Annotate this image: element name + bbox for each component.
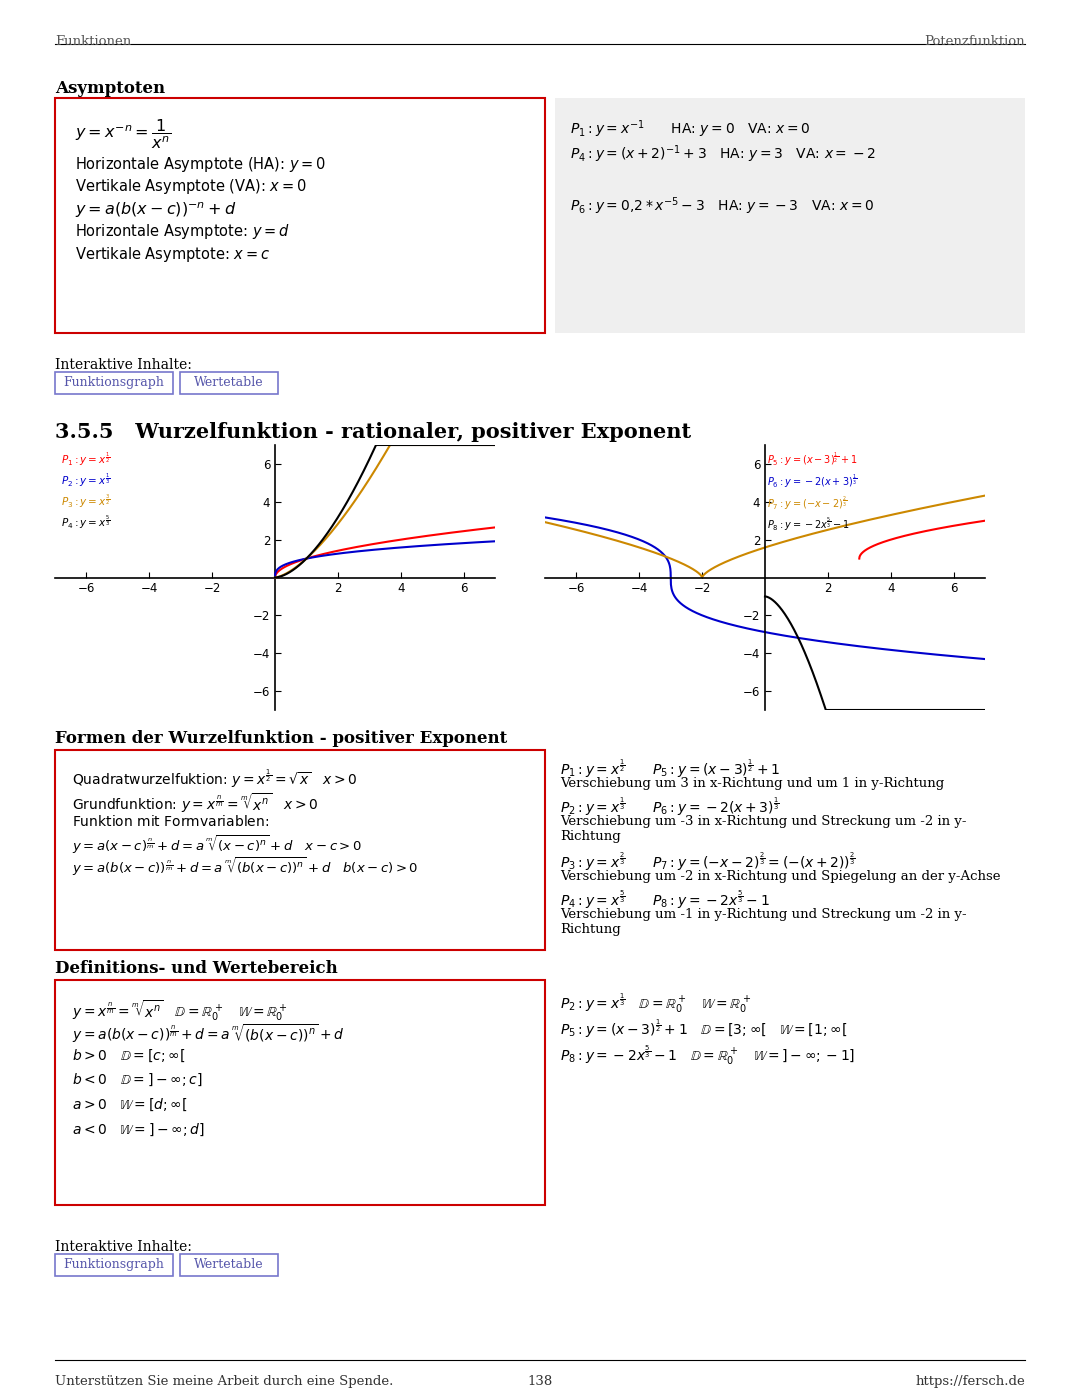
Text: $\text{Quadratwurzelfuktion: } y = x^{\frac{1}{2}} = \sqrt{x} \quad x>0$: $\text{Quadratwurzelfuktion: } y = x^{\f…: [72, 768, 357, 791]
Text: Richtung: Richtung: [561, 830, 621, 842]
Text: Verschiebung um -2 in x-Richtung und Spiegelung an der y-Achse: Verschiebung um -2 in x-Richtung und Spi…: [561, 870, 1000, 883]
Text: Formen der Wurzelfunktion - positiver Exponent: Formen der Wurzelfunktion - positiver Ex…: [55, 731, 508, 747]
Bar: [55, 981, 545, 1206]
Text: Wertetable: Wertetable: [194, 376, 264, 388]
Text: Potenzfunktion: Potenzfunktion: [924, 35, 1025, 47]
Text: $P_5: y=(x-3)^{\frac{1}{2}}+1 \quad \mathbb{D}=[3;\infty[ \quad \mathbb{W}=[1;\i: $P_5: y=(x-3)^{\frac{1}{2}}+1 \quad \mat…: [561, 1018, 848, 1041]
Text: $\text{Funktion mit Formvariablen:}$: $\text{Funktion mit Formvariablen:}$: [72, 814, 269, 828]
Text: $a>0 \quad \mathbb{W}=[d;\infty[$: $a>0 \quad \mathbb{W}=[d;\infty[$: [72, 1097, 188, 1113]
Text: $P_6: y=-2(x+3)^{\frac{1}{3}}$: $P_6: y=-2(x+3)^{\frac{1}{3}}$: [767, 472, 856, 490]
Text: $P_3: y=x^{\frac{3}{2}}$: $P_3: y=x^{\frac{3}{2}}$: [62, 492, 111, 510]
Text: Wertetable: Wertetable: [194, 1259, 264, 1271]
Text: Unterstützen Sie meine Arbeit durch eine Spende.: Unterstützen Sie meine Arbeit durch eine…: [55, 1375, 393, 1389]
Text: $P_1: y=x^{\frac{1}{2}} \qquad P_5: y=(x-3)^{\frac{1}{2}}+1$: $P_1: y=x^{\frac{1}{2}} \qquad P_5: y=(x…: [561, 759, 780, 781]
Text: $y = x^{-n} = \dfrac{1}{x^n}$: $y = x^{-n} = \dfrac{1}{x^n}$: [75, 117, 171, 151]
Text: Verschiebung um 3 in x-Richtung und um 1 in y-Richtung: Verschiebung um 3 in x-Richtung und um 1…: [561, 777, 944, 789]
Text: $\text{Grundfunktion: } y = x^{\frac{n}{m}} = \sqrt[m]{x^n} \quad x>0$: $\text{Grundfunktion: } y = x^{\frac{n}{…: [72, 791, 319, 814]
Text: $P_2: y=x^{\frac{1}{3}}$: $P_2: y=x^{\frac{1}{3}}$: [62, 472, 111, 489]
Text: 138: 138: [527, 1375, 553, 1389]
Bar: [55, 98, 545, 332]
Text: $y = a(b(x-c))^{\frac{n}{m}} + d = a\,\sqrt[m]{(b(x-c))^n} + d$: $y = a(b(x-c))^{\frac{n}{m}} + d = a\,\s…: [72, 1023, 345, 1045]
Text: Funktionsgraph: Funktionsgraph: [64, 376, 164, 388]
Bar: [555, 98, 1025, 332]
Text: $y = a(b(x-c))^{\frac{n}{m}} + d = a\,\sqrt[m]{(b(x-c))^n} + d \quad b(x-c)>0$: $y = a(b(x-c))^{\frac{n}{m}} + d = a\,\s…: [72, 855, 418, 877]
Text: $P_4: y = (x+2)^{-1}+3 \quad \text{HA: } y=3 \quad \text{VA: } x=-2$: $P_4: y = (x+2)^{-1}+3 \quad \text{HA: }…: [570, 142, 876, 165]
Text: Funktionen: Funktionen: [55, 35, 132, 47]
Text: https://fersch.de: https://fersch.de: [915, 1375, 1025, 1389]
Text: $P_7: y=(-x-2)^{\frac{2}{3}}$: $P_7: y=(-x-2)^{\frac{2}{3}}$: [767, 495, 847, 511]
Text: $P_6: y = 0{,}2 * x^{-5}-3 \quad \text{HA: } y=-3 \quad \text{VA: } x=0$: $P_6: y = 0{,}2 * x^{-5}-3 \quad \text{H…: [570, 196, 875, 217]
Bar: [55, 750, 545, 950]
Text: $y = x^{\frac{n}{m}} = \sqrt[m]{x^n} \quad \mathbb{D}=\mathbb{R}_0^+ \quad \math: $y = x^{\frac{n}{m}} = \sqrt[m]{x^n} \qu…: [72, 997, 287, 1023]
Text: $b>0 \quad \mathbb{D}=[c;\infty[$: $b>0 \quad \mathbb{D}=[c;\infty[$: [72, 1048, 186, 1065]
Text: $b<0 \quad \mathbb{D}=]-\infty;c]$: $b<0 \quad \mathbb{D}=]-\infty;c]$: [72, 1071, 202, 1088]
Bar: [180, 372, 278, 394]
Text: Definitions- und Wertebereich: Definitions- und Wertebereich: [55, 960, 338, 977]
Text: $P_3: y=x^{\frac{2}{3}} \qquad P_7: y=(-x-2)^{\frac{2}{3}}=(-(x+2))^{\frac{2}{3}: $P_3: y=x^{\frac{2}{3}} \qquad P_7: y=(-…: [561, 851, 855, 873]
Text: Interaktive Inhalte:: Interaktive Inhalte:: [55, 358, 192, 372]
Text: $\text{Vertikale Asymptote (VA): } x = 0$: $\text{Vertikale Asymptote (VA): } x = 0…: [75, 177, 307, 196]
Bar: [55, 1255, 173, 1275]
Text: Asymptoten: Asymptoten: [55, 80, 165, 96]
Text: $\text{Horizontale Asymptote: } y = d$: $\text{Horizontale Asymptote: } y = d$: [75, 222, 291, 242]
Text: $P_1: y=x^{\frac{1}{2}}$: $P_1: y=x^{\frac{1}{2}}$: [62, 451, 111, 468]
Text: 3.5.5   Wurzelfunktion - rationaler, positiver Exponent: 3.5.5 Wurzelfunktion - rationaler, posit…: [55, 422, 691, 441]
Bar: [180, 1255, 278, 1275]
Text: Verschiebung um -3 in x-Richtung und Streckung um -2 in y-: Verschiebung um -3 in x-Richtung und Str…: [561, 814, 967, 828]
Text: Interaktive Inhalte:: Interaktive Inhalte:: [55, 1241, 192, 1255]
Text: $y = a(x-c)^{\frac{n}{m}} + d = a\,\sqrt[m]{(x-c)^n} + d \quad x-c>0$: $y = a(x-c)^{\frac{n}{m}} + d = a\,\sqrt…: [72, 833, 362, 856]
Text: $P_1: y = x^{-1} \qquad \text{HA: } y = 0 \quad \text{VA: } x = 0$: $P_1: y = x^{-1} \qquad \text{HA: } y = …: [570, 117, 811, 140]
Text: $P_5: y=(x-3)^{\frac{1}{2}}+1$: $P_5: y=(x-3)^{\frac{1}{2}}+1$: [767, 451, 856, 468]
Text: $P_8: y=-2x^{\frac{5}{3}}-1 \quad \mathbb{D}=\mathbb{R}_0^+ \quad \mathbb{W}=]-\: $P_8: y=-2x^{\frac{5}{3}}-1 \quad \mathb…: [561, 1044, 855, 1067]
Text: Richtung: Richtung: [561, 923, 621, 936]
Text: $\text{Horizontale Asymptote (HA): } y = 0$: $\text{Horizontale Asymptote (HA): } y =…: [75, 155, 326, 175]
Text: Funktionsgraph: Funktionsgraph: [64, 1259, 164, 1271]
Text: $a<0 \quad \mathbb{W}=]-\infty;d]$: $a<0 \quad \mathbb{W}=]-\infty;d]$: [72, 1122, 204, 1139]
Bar: [55, 372, 173, 394]
Text: $y = a(b(x-c))^{-n} + d$: $y = a(b(x-c))^{-n} + d$: [75, 200, 237, 219]
Text: $P_2: y=x^{\frac{1}{3}} \quad \mathbb{D}=\mathbb{R}_0^+ \quad \mathbb{W}=\mathbb: $P_2: y=x^{\frac{1}{3}} \quad \mathbb{D}…: [561, 992, 752, 1016]
Text: $P_4: y=x^{\frac{5}{3}}$: $P_4: y=x^{\frac{5}{3}}$: [62, 513, 111, 531]
Text: $P_8: y=-2x^{\frac{5}{3}}-1$: $P_8: y=-2x^{\frac{5}{3}}-1$: [767, 515, 850, 532]
Text: $P_2: y=x^{\frac{1}{3}} \qquad P_6: y=-2(x+3)^{\frac{1}{3}}$: $P_2: y=x^{\frac{1}{3}} \qquad P_6: y=-2…: [561, 796, 780, 819]
Text: $P_4: y=x^{\frac{5}{3}} \qquad P_8: y=-2x^{\frac{5}{3}}-1$: $P_4: y=x^{\frac{5}{3}} \qquad P_8: y=-2…: [561, 888, 770, 911]
Text: Verschiebung um -1 in y-Richtung und Streckung um -2 in y-: Verschiebung um -1 in y-Richtung und Str…: [561, 908, 967, 921]
Text: $\text{Vertikale Asymptote: } x = c$: $\text{Vertikale Asymptote: } x = c$: [75, 244, 270, 264]
